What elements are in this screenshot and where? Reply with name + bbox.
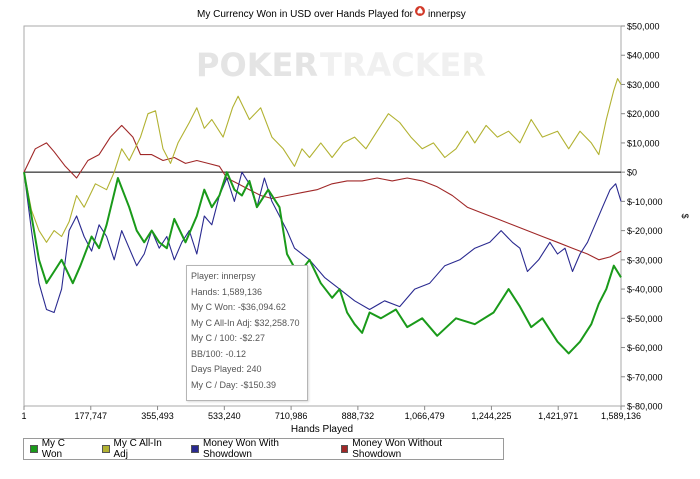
tooltip-player: Player: innerpsy [191,271,256,281]
y-tick-label: $-20,000 [627,226,663,236]
y-tick-label: $0 [627,168,637,178]
y-tick-label: $10,000 [627,138,660,148]
x-tick-label: 1,421,971 [538,411,578,421]
x-tick-label: 1,589,136 [601,411,641,421]
y-tick-label: $-60,000 [627,343,663,353]
x-tick-label: 1,066,479 [405,411,445,421]
y-tick-label: $-40,000 [627,285,663,295]
tooltip-allin: My C All-In Adj: $32,258.70 [191,317,300,328]
legend-label: My C All-In Adj [113,438,162,460]
x-tick-label: 1,244,225 [471,411,511,421]
x-axis: 1 177,747 355,493 533,240 710,986 888,732 1,06… [21,406,641,421]
y-tick-label: $-10,000 [627,197,663,207]
y-axis-label: $ [680,213,690,218]
x-tick-label: 533,240 [208,411,241,421]
tooltip-perday: My C / Day: -$150.39 [191,379,277,390]
tooltip-per100: My C / 100: -$2.27 [191,333,266,343]
legend-swatch [191,445,200,453]
legend-item-with-showdown[interactable]: Money Won With Showdown [191,438,324,460]
y-tick-label: $50,000 [627,22,660,32]
legend-item-all-in-adj[interactable]: My C All-In Adj [101,438,175,460]
chart-legend: My C Won My C All-In Adj Money Won With … [23,438,504,460]
chart-title: My Currency Won in USD over Hands Played… [197,9,414,20]
y-tick-label: $-30,000 [627,255,663,265]
series-line-3 [23,124,622,261]
legend-label: Money Won Without Showdown [352,438,443,460]
x-tick-label: 710,986 [275,411,308,421]
tooltip-won: My C Won: -$36,094.62 [191,302,286,312]
legend-swatch [30,445,38,453]
x-tick-label: 1 [21,411,26,421]
legend-swatch [101,445,110,453]
y-tick-label: $20,000 [627,109,660,119]
series-line-1 [23,78,622,243]
y-tick-label: $-50,000 [627,314,663,324]
x-tick-label: 177,747 [75,411,108,421]
tooltip-days: Days Played: 240 [191,364,262,374]
watermark-left: POKER [196,46,318,84]
x-tick-label: 355,493 [141,411,174,421]
y-axis: $50,000 $40,000 $30,000 $20,000 $10,000 $0 $-1… [621,22,663,412]
legend-label: Money Won With Showdown [203,438,279,460]
x-tick-label: 888,732 [342,411,375,421]
tooltip-hands: Hands: 1,589,136 [191,286,263,297]
tooltip-bb100: BB/100: -0.12 [191,348,247,359]
series-layer [23,78,622,355]
x-axis-label: Hands Played [291,424,353,435]
legend-item-my-c-won[interactable]: My C Won [30,438,86,460]
player-name: innerpsy [428,9,466,20]
y-tick-label: $40,000 [627,51,660,61]
spade-icon [415,6,425,16]
legend-swatch [340,445,349,453]
stats-tooltip: Player: innerpsy Hands: 1,589,136 My C W… [186,265,308,401]
plot-area [23,25,622,407]
y-tick-label: $-70,000 [627,372,663,382]
y-tick-label: $30,000 [627,80,660,90]
series-line-0 [23,171,622,355]
legend-label: My C Won [41,438,66,460]
y-tick-label: $-80,000 [627,402,663,412]
watermark-right: TRACKER [320,46,486,84]
legend-item-without-showdown[interactable]: Money Won Without Showdown [340,438,487,460]
